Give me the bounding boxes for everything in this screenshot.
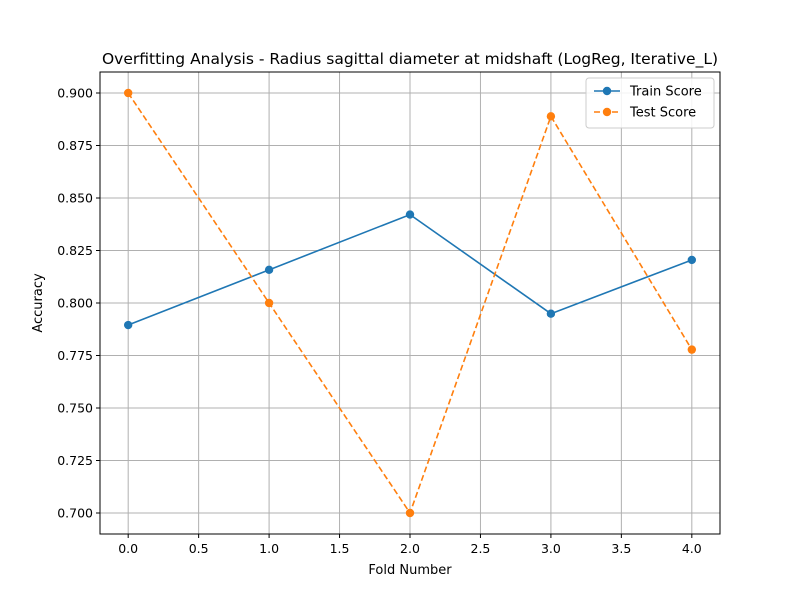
x-tick-label: 2.0 [400,541,420,556]
x-tick-label: 1.5 [330,541,350,556]
x-tick-label: 4.0 [682,541,702,556]
y-tick-label: 0.725 [57,453,93,468]
x-tick-label: 3.0 [541,541,561,556]
y-axis-label: Accuracy [31,273,46,333]
y-tick-label: 0.775 [57,348,93,363]
train-score-point [687,255,697,265]
test-score-point [264,298,274,308]
y-axis-ticks: 0.700 0.725 0.750 0.775 0.800 0.825 0.850 0.875… [57,86,100,521]
legend-train-score-label: Train Score [629,85,702,100]
train-score-point [405,210,415,219]
x-tick-label: 2.5 [471,541,491,556]
test-score-point [687,345,697,354]
y-tick-label: 0.700 [57,506,93,521]
y-tick-label: 0.800 [57,296,93,311]
train-score-point [123,320,133,330]
legend-train-score-marker [602,86,612,96]
y-tick-label: 0.825 [57,243,93,258]
x-axis-ticks: 0.0 0.5 1.0 1.5 2.0 2.5 3.0 3.5 4.0 [118,534,702,556]
chart-title: Overfitting Analysis - Radius sagittal d… [102,50,718,69]
y-tick-label: 0.850 [57,191,93,206]
x-axis-label: Fold Number [368,563,452,578]
x-tick-label: 0.0 [118,541,138,556]
x-tick-label: 0.5 [189,541,209,556]
train-score-point [264,265,274,275]
train-score-point [546,309,556,318]
x-tick-label: 3.5 [611,541,631,556]
y-tick-label: 0.875 [57,138,93,153]
series-layer [123,88,697,518]
legend: Train Score Test Score [585,77,715,129]
y-tick-label: 0.750 [57,401,93,416]
legend-test-score-label: Test Score [629,106,696,121]
test-score-point [546,112,556,121]
x-tick-label: 1.0 [259,541,279,556]
test-score-point [405,508,415,518]
legend-test-score-marker [602,107,612,117]
y-tick-label: 0.900 [57,86,93,101]
test-score-point [123,88,133,98]
